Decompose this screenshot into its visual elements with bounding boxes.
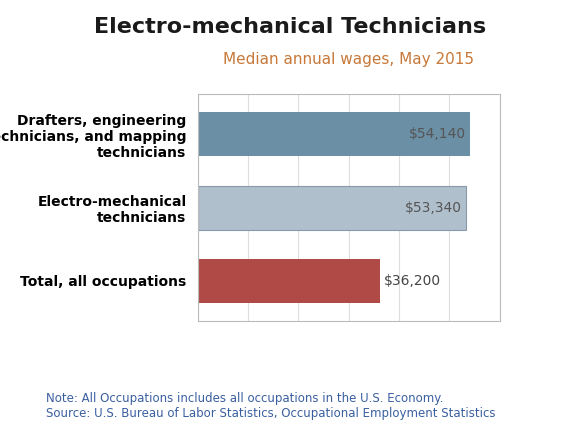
Text: $53,340: $53,340 xyxy=(405,201,462,214)
Bar xyxy=(198,113,470,156)
Text: Electro-mechanical Technicians: Electro-mechanical Technicians xyxy=(95,17,486,37)
Title: Median annual wages, May 2015: Median annual wages, May 2015 xyxy=(223,52,474,67)
Text: Note: All Occupations includes all occupations in the U.S. Economy.: Note: All Occupations includes all occup… xyxy=(46,392,444,404)
Text: $54,140: $54,140 xyxy=(409,128,466,141)
Text: $36,200: $36,200 xyxy=(384,274,441,288)
Bar xyxy=(198,259,380,303)
Text: Source: U.S. Bureau of Labor Statistics, Occupational Employment Statistics: Source: U.S. Bureau of Labor Statistics,… xyxy=(46,407,496,420)
Bar xyxy=(198,186,466,229)
